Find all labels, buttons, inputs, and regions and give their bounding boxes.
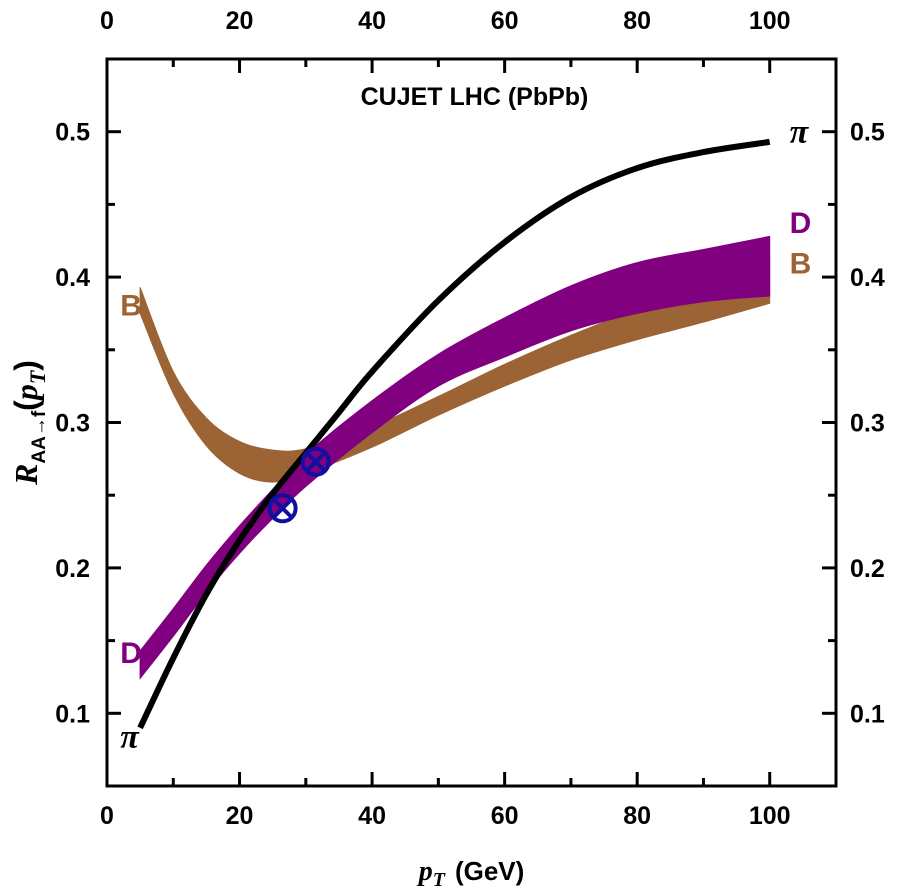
x-tick-label-top: 0 <box>100 7 114 35</box>
bands-layer <box>139 235 771 680</box>
y-tick-label-left: 0.3 <box>55 410 90 438</box>
curve-label-b: B <box>790 248 812 281</box>
crossing-marker-2 <box>300 446 331 477</box>
chart-title: CUJET LHC (PbPb) <box>361 83 589 111</box>
x-tick-label-bottom: 80 <box>623 802 651 830</box>
y-axis-label: RAA→f(pT) <box>8 360 50 486</box>
y-axis-label-paren-open: ( <box>8 400 44 411</box>
y-axis-label-main: R <box>8 464 44 486</box>
curve-label-pi: π <box>790 114 810 151</box>
y-axis-label-sub: AA→f <box>29 410 50 463</box>
y-axis-label-paren-close: ) <box>8 360 44 371</box>
markers-layer <box>267 446 331 524</box>
x-axis-label: pT (GeV) <box>417 856 525 890</box>
y-tick-label-left: 0.5 <box>55 119 90 147</box>
x-tick-label-bottom: 60 <box>491 802 519 830</box>
band-b <box>139 254 771 483</box>
x-tick-label-bottom: 100 <box>749 802 791 830</box>
y-tick-label-right: 0.3 <box>850 410 885 438</box>
y-tick-label-right: 0.5 <box>850 119 885 147</box>
x-tick-label-bottom: 0 <box>100 802 114 830</box>
y-tick-label-left: 0.2 <box>55 555 90 583</box>
line-pi <box>137 138 771 730</box>
curve-label-pi: π <box>120 719 140 756</box>
ticks-layer <box>105 57 836 786</box>
y-tick-label-left: 0.4 <box>55 264 90 292</box>
y-tick-label-right: 0.4 <box>850 264 885 292</box>
x-tick-label-top: 20 <box>226 7 254 35</box>
curve-label-d: D <box>790 207 812 240</box>
x-tick-label-top: 80 <box>623 7 651 35</box>
lines-layer <box>137 138 771 730</box>
x-tick-label-top: 40 <box>358 7 386 35</box>
curve-label-b: B <box>120 290 142 323</box>
x-tick-label-top: 100 <box>749 7 791 35</box>
x-tick-label-bottom: 20 <box>226 802 254 830</box>
x-axis-label-main: p <box>417 856 433 887</box>
x-tick-label-top: 60 <box>491 7 519 35</box>
x-axis-label-unit: (GeV) <box>455 856 524 886</box>
y-tick-label-right: 0.1 <box>850 700 885 728</box>
y-axis-label-arg: p <box>8 384 44 403</box>
crossing-marker-1 <box>267 493 298 524</box>
y-axis-label-arg-sub: T <box>25 369 50 384</box>
y-tick-label-right: 0.2 <box>850 555 885 583</box>
tick-labels-layer: 0 0 20 20 40 40 60 60 80 80 100 100 0.1 0.1 0.2 0.2 0.3 0… <box>55 7 885 830</box>
x-tick-label-bottom: 40 <box>358 802 386 830</box>
plot-frame <box>105 57 838 788</box>
y-tick-label-left: 0.1 <box>55 700 90 728</box>
curve-label-d: D <box>120 637 142 670</box>
x-axis-label-sub: T <box>433 869 446 890</box>
